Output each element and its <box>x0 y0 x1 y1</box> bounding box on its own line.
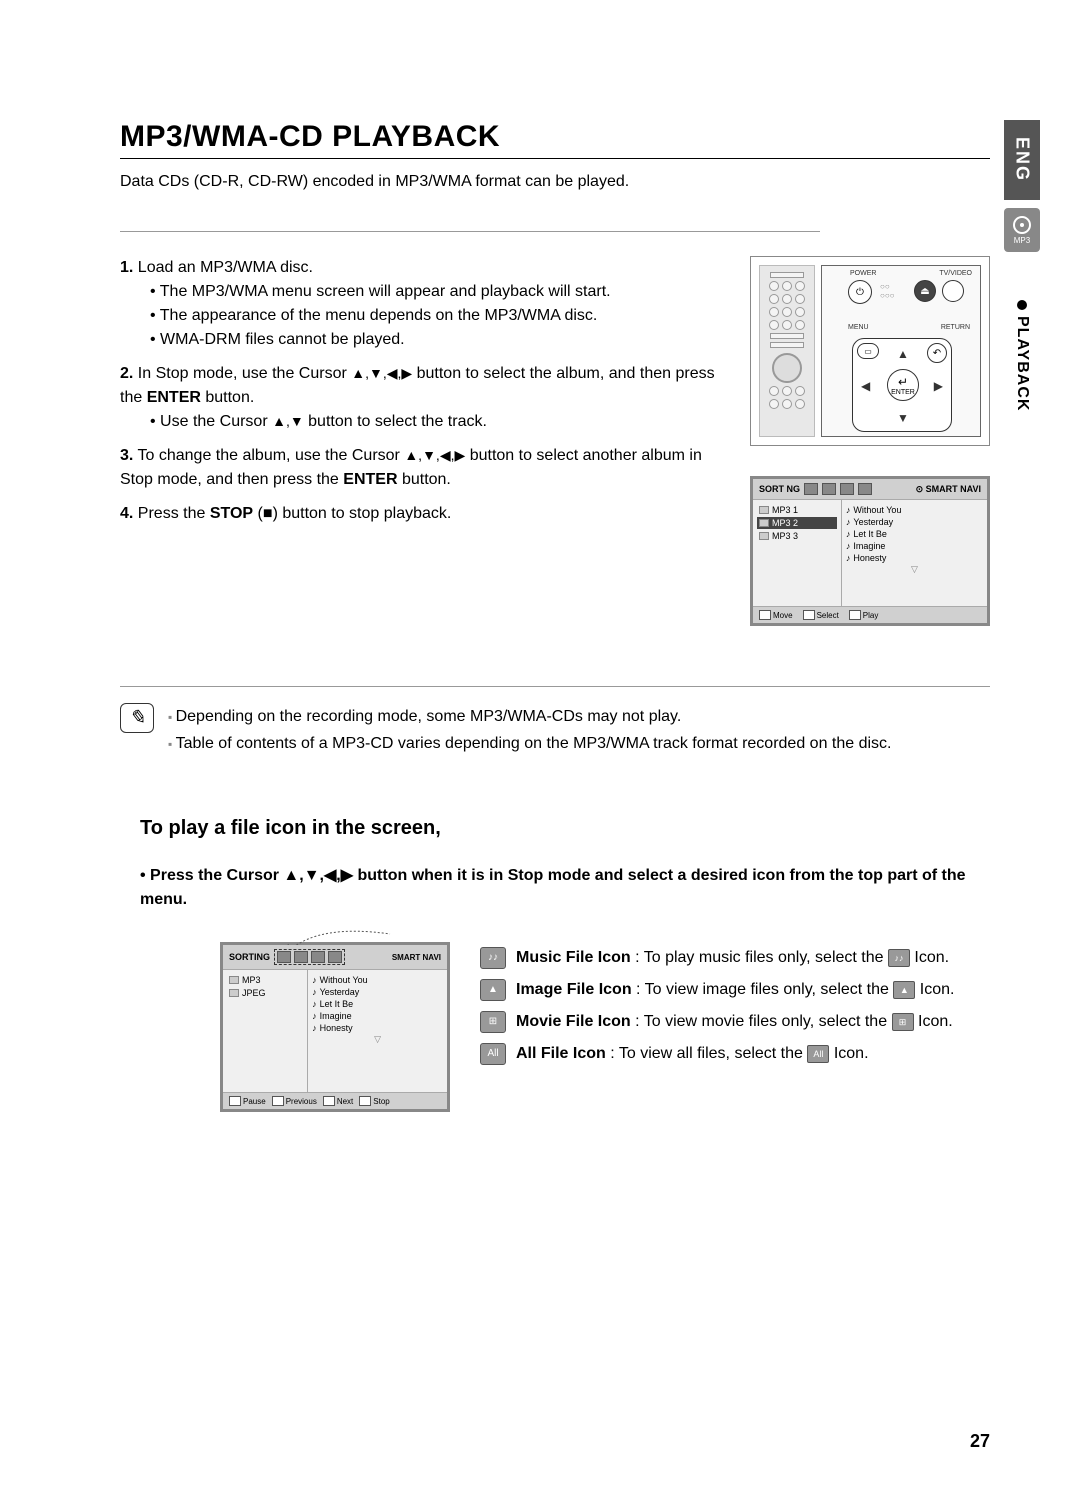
image-file-icon: ▲ <box>480 979 506 1001</box>
folder-item: MP3 <box>227 974 303 986</box>
divider <box>120 231 820 232</box>
image-sort-icon <box>294 951 308 963</box>
down-arrow-icon: ▼ <box>897 411 909 425</box>
folder-item: MP3 1 <box>757 504 837 516</box>
eject-button: ⏏ <box>914 280 936 302</box>
icon-legend: ♪♪ Music File Icon : To play music files… <box>480 942 990 1070</box>
section-heading: To play a file icon in the screen, <box>140 817 990 840</box>
step-2: 2. In Stop mode, use the Cursor ▲,▼,◀,▶ … <box>120 362 720 434</box>
left-arrow-icon: ◀ <box>861 379 870 393</box>
movie-sort-icon <box>311 951 325 963</box>
enter-button: ↵ ENTER <box>887 369 919 401</box>
page-number: 27 <box>970 1431 990 1452</box>
track-item: ♪Yesterday <box>312 986 443 998</box>
folder-list: MP3 JPEG <box>223 970 308 1092</box>
menu-button: ▭ <box>857 343 879 359</box>
all-file-icon: All <box>807 1045 829 1063</box>
return-label: RETURN <box>941 324 970 331</box>
menu-label: MENU <box>848 324 869 331</box>
all-file-icon: All <box>480 1043 506 1065</box>
tvvideo-label: TV/VIDEO <box>939 270 972 277</box>
legend-image: ▲ Image File Icon : To view image files … <box>480 974 990 1006</box>
track-item: ♪Imagine <box>846 540 983 552</box>
power-label: POWER <box>850 270 876 277</box>
movie-file-icon: ⊞ <box>480 1011 506 1033</box>
track-item: ♪Without You <box>312 974 443 986</box>
folder-list: MP3 1 MP3 2 MP3 3 <box>753 500 842 606</box>
page-title: MP3/WMA-CD PLAYBACK <box>120 120 990 159</box>
all-sort-icon <box>328 951 342 963</box>
return-button: ↶ <box>927 343 947 363</box>
folder-item: MP3 2 <box>757 517 837 529</box>
image-file-icon: ▲ <box>893 981 915 999</box>
step-3: 3. To change the album, use the Cursor ▲… <box>120 444 720 492</box>
movie-sort-icon <box>840 483 854 495</box>
track-item: ♪Honesty <box>312 1022 443 1034</box>
stop-icon: ■ <box>263 505 273 522</box>
page-subtitle: Data CDs (CD-R, CD-RW) encoded in MP3/WM… <box>120 173 990 191</box>
power-button: ⏻ <box>848 280 872 304</box>
smart-navi-panel-2-wrapper: SORTING SMART NAVI MP3 JPEG ♪ <box>220 942 450 1112</box>
step-1-text: Load an MP3/WMA disc. <box>138 259 313 276</box>
step-1a: The MP3/WMA menu screen will appear and … <box>120 280 720 304</box>
divider <box>120 686 990 687</box>
notes-block: ✎ Depending on the recording mode, some … <box>120 703 990 757</box>
movie-file-icon: ⊞ <box>892 1013 914 1031</box>
legend-all: All All File Icon : To view all files, s… <box>480 1038 990 1070</box>
all-sort-icon <box>858 483 872 495</box>
note-2: Table of contents of a MP3-CD varies dep… <box>168 730 892 757</box>
music-file-icon: ♪♪ <box>888 949 910 967</box>
navi-footer: Pause Previous Next Stop <box>223 1092 447 1109</box>
image-sort-icon <box>822 483 836 495</box>
track-item: ♪Honesty <box>846 552 983 564</box>
dpad: ▭ ↶ ▲ ▼ ◀ ▶ ↵ ENTER <box>852 338 952 432</box>
right-arrow-icon: ▶ <box>934 379 943 393</box>
step-4: 4. Press the STOP (■) button to stop pla… <box>120 502 720 526</box>
track-item: ♪Yesterday <box>846 516 983 528</box>
track-list: ♪Without You ♪Yesterday ♪Let It Be ♪Imag… <box>308 970 447 1092</box>
step-1b: The appearance of the menu depends on th… <box>120 304 720 328</box>
note-1: Depending on the recording mode, some MP… <box>168 703 892 730</box>
remote-zoom: POWER TV/VIDEO ⏻ ○○○○○ ⏏ MENU RETURN ▭ ↶… <box>821 265 981 437</box>
remote-mini <box>759 265 815 437</box>
steps-list: 1. Load an MP3/WMA disc. The MP3/WMA men… <box>120 256 720 626</box>
tvvideo-button <box>942 280 964 302</box>
smart-navi-panel-2: SORTING SMART NAVI MP3 JPEG ♪ <box>220 942 450 1112</box>
smart-navi-panel-1: SORT NG ⊙ SMART NAVI MP3 1 MP3 2 MP3 3 ♪… <box>750 476 990 626</box>
legend-music: ♪♪ Music File Icon : To play music files… <box>480 942 990 974</box>
track-item: ♪Let It Be <box>846 528 983 540</box>
remote-diagram: POWER TV/VIDEO ⏻ ○○○○○ ⏏ MENU RETURN ▭ ↶… <box>750 256 990 446</box>
navi-footer: Move Select Play <box>753 606 987 623</box>
step-1: 1. Load an MP3/WMA disc. The MP3/WMA men… <box>120 256 720 352</box>
music-sort-icon <box>277 951 291 963</box>
section-instruction: Press the Cursor ▲,▼,◀,▶ button when it … <box>140 864 970 912</box>
navi-header: SORTING SMART NAVI <box>223 945 447 970</box>
legend-movie: ⊞ Movie File Icon : To view movie files … <box>480 1006 990 1038</box>
folder-item: MP3 3 <box>757 530 837 542</box>
music-sort-icon <box>804 483 818 495</box>
track-item: ♪Imagine <box>312 1010 443 1022</box>
music-file-icon: ♪♪ <box>480 947 506 969</box>
track-item: ♪Let It Be <box>312 998 443 1010</box>
folder-item: JPEG <box>227 987 303 999</box>
track-list: ♪Without You ♪Yesterday ♪Let It Be ♪Imag… <box>842 500 987 606</box>
step-1c: WMA-DRM files cannot be played. <box>120 328 720 352</box>
track-item: ♪Without You <box>846 504 983 516</box>
note-icon: ✎ <box>120 703 154 733</box>
up-arrow-icon: ▲ <box>897 347 909 361</box>
navi-header: SORT NG ⊙ SMART NAVI <box>753 479 987 500</box>
